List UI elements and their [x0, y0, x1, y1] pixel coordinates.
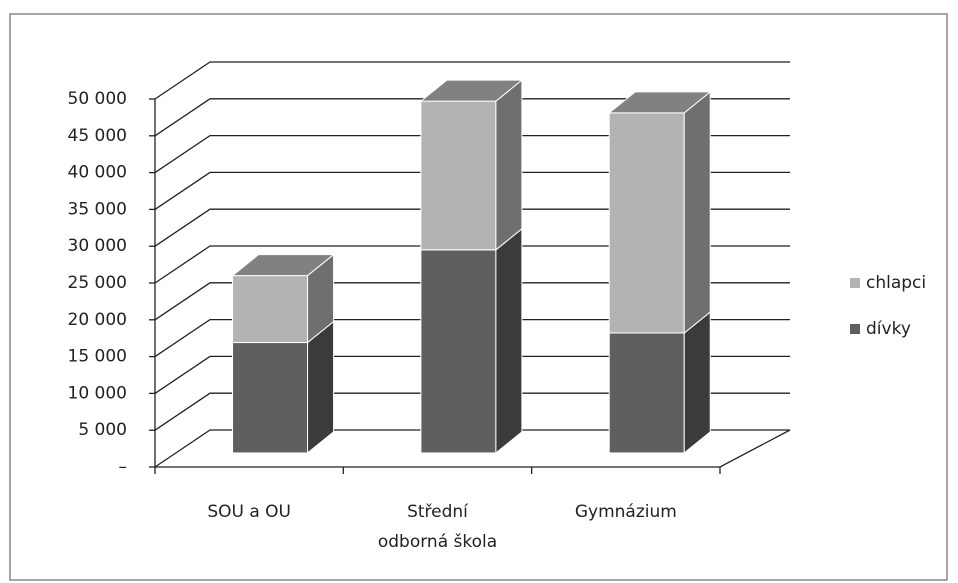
grid-line — [154, 429, 790, 468]
grid-line — [154, 171, 790, 210]
bar — [232, 342, 309, 454]
grid-line — [154, 208, 790, 247]
bar — [420, 249, 497, 454]
x-tick-label: Gymnázium — [575, 502, 677, 522]
y-tick-label: 20 000 — [68, 310, 127, 330]
bar — [420, 100, 497, 251]
grid-line — [154, 282, 790, 321]
y-tick-label: 15 000 — [68, 347, 127, 367]
bar-side — [495, 227, 523, 454]
y-tick-label: 30 000 — [68, 236, 127, 256]
legend-swatch — [850, 278, 860, 288]
legend-label: chlapci — [866, 273, 926, 293]
bar-side — [683, 310, 711, 454]
bar — [608, 332, 685, 454]
x-tick-label-line: Střední — [407, 502, 469, 522]
bar-side — [307, 320, 335, 454]
legend-label: dívky — [866, 319, 911, 339]
y-tick-label: 45 000 — [68, 126, 127, 146]
y-tick-label: 25 000 — [68, 273, 127, 293]
bar-top — [419, 79, 524, 102]
bar-side — [683, 90, 711, 335]
x-tick-label: SOU a OU — [207, 502, 291, 522]
x-tick-label-line: odborná škola — [378, 532, 497, 552]
y-tick-label: 10 000 — [68, 383, 127, 403]
bar-top — [231, 254, 335, 277]
grid-line — [154, 245, 790, 284]
grid-line — [154, 98, 790, 137]
bar-top — [607, 91, 712, 114]
y-tick-label: 35 000 — [68, 199, 127, 219]
grid-line — [154, 355, 790, 394]
bar — [232, 275, 309, 344]
y-tick-label: 5 000 — [78, 420, 127, 440]
grid-line — [154, 392, 790, 431]
grid-line — [154, 318, 790, 358]
y-tick-label: 50 000 — [68, 89, 127, 109]
legend-swatch — [850, 324, 860, 334]
x-tick-label: Střední odborná škola — [378, 502, 497, 552]
y-tick-label: – — [119, 457, 128, 477]
bar-side — [495, 79, 523, 251]
grid-line — [154, 61, 790, 100]
bar — [608, 112, 685, 334]
y-tick-label: 40 000 — [68, 163, 127, 183]
grid-line — [154, 134, 790, 174]
